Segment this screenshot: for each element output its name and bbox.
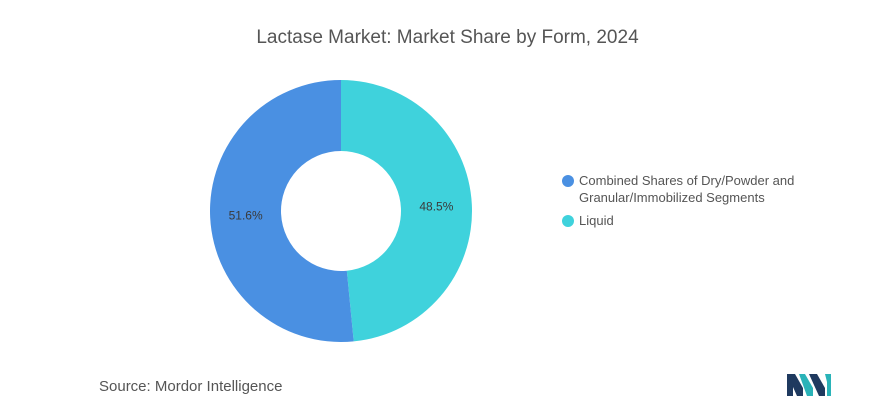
legend-item-liquid: Liquid	[562, 212, 862, 229]
legend-label-dry-granular-line2: Granular/Immobilized Segments	[579, 190, 765, 205]
source-note: Source: Mordor Intelligence	[99, 378, 282, 395]
legend-label-liquid: Liquid	[579, 213, 614, 228]
legend-swatch-dry-granular	[562, 175, 574, 187]
chart-title: Lactase Market: Market Share by Form, 20…	[256, 27, 639, 48]
mordor-intelligence-logo	[787, 374, 831, 396]
pie-slice-liquid	[341, 79, 473, 342]
legend-label-dry-granular-line1: Combined Shares of Dry/Powder and	[579, 173, 795, 188]
legend-item-dry-granular: Combined Shares of Dry/Powder and Granul…	[562, 172, 862, 206]
data-label-liquid: 48.5%	[419, 199, 453, 213]
source-name: Mordor Intelligence	[154, 378, 283, 395]
legend-swatch-liquid	[562, 215, 574, 227]
source-label: Source:	[99, 378, 151, 395]
data-label-dry-granular: 51.6%	[229, 209, 263, 223]
legend: Combined Shares of Dry/Powder and Granul…	[562, 172, 862, 235]
pie-slice-dry-granular	[210, 80, 354, 342]
